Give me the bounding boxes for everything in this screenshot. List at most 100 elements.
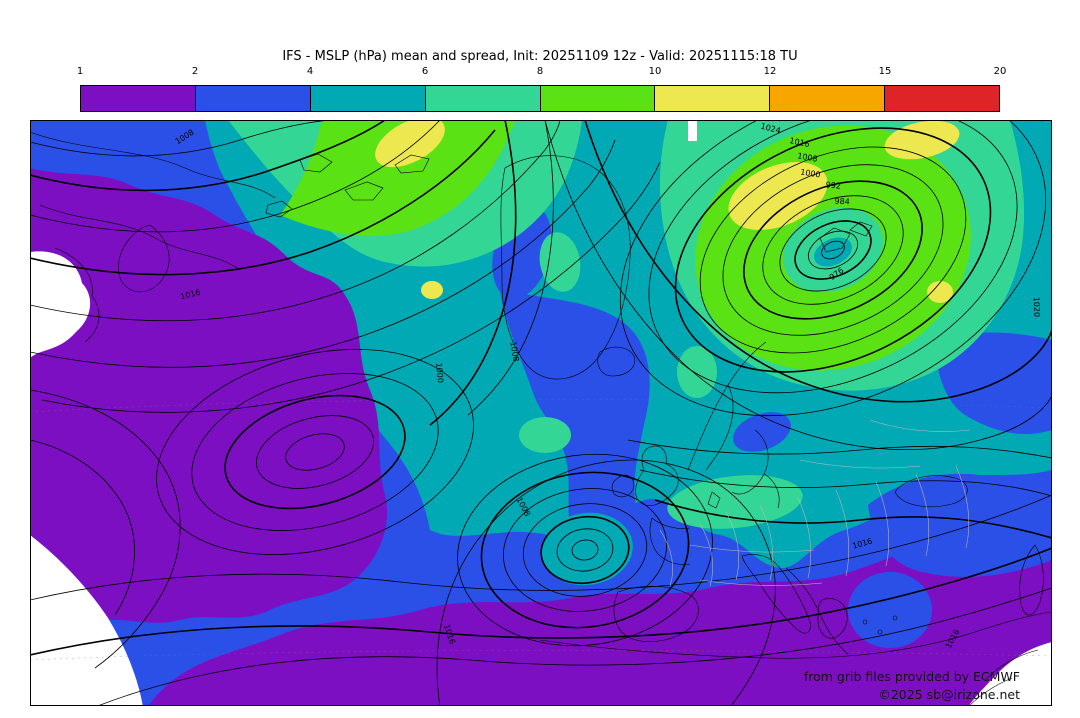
graticule-layer xyxy=(30,399,1052,661)
contour-line xyxy=(30,120,561,322)
map-white-artifact xyxy=(688,120,697,141)
colorbar-segment-6-8 xyxy=(425,86,541,111)
contour-line xyxy=(502,488,668,612)
contour-value-label: 1008 xyxy=(508,341,520,363)
country-border xyxy=(875,481,890,567)
coastline-island xyxy=(862,619,868,625)
coastline-denmark xyxy=(707,491,721,509)
weather-map: 1008 1016 1000 1008 1008 1016 1024 1016 1008 1000… xyxy=(30,120,1052,706)
coastline-italy xyxy=(741,554,811,634)
coastline-caspian xyxy=(1019,544,1044,616)
spread-fill-teal-cyclone-eye xyxy=(814,237,852,267)
contour-value-label: 1000 xyxy=(434,362,445,383)
coastline-island xyxy=(877,629,883,635)
spread-colorbar xyxy=(80,85,1000,112)
contour-line xyxy=(30,120,386,192)
contour-line xyxy=(429,120,517,426)
coastline-iberia xyxy=(613,585,699,642)
contour-line xyxy=(794,220,872,280)
coastline xyxy=(118,224,170,293)
spread-fill-green-blob xyxy=(667,475,803,529)
coastline-ireland xyxy=(611,474,635,498)
spread-fill-blue-aegean xyxy=(848,572,932,648)
coastline-svalbard xyxy=(849,221,873,237)
spread-fill-yellow-patch xyxy=(927,281,953,303)
coastline-iceland xyxy=(597,346,636,377)
contour-line xyxy=(743,180,923,320)
colorbar-tick-label: 8 xyxy=(536,66,544,77)
contour-line xyxy=(807,230,859,270)
coastline-black-sea xyxy=(894,475,968,507)
colorbar-tick-label: 20 xyxy=(993,66,1007,77)
spread-fill-white-west xyxy=(30,251,91,358)
contour-line xyxy=(779,208,887,292)
spread-fill-blue-blacksea-band xyxy=(868,473,1052,577)
map-border xyxy=(30,120,1052,706)
contour-line xyxy=(674,127,992,373)
contour-line xyxy=(571,539,599,561)
coastline xyxy=(54,247,100,343)
graticule-line xyxy=(30,650,1052,661)
contour-line xyxy=(480,471,690,629)
contour-line xyxy=(191,373,439,531)
coastline-france xyxy=(649,517,691,565)
country-borders-layer xyxy=(659,419,971,587)
coastline-norway xyxy=(687,341,767,471)
spread-fill-yellow-patch xyxy=(884,120,960,160)
contour-line xyxy=(639,469,1052,497)
country-border xyxy=(797,497,812,579)
coastline-balkans xyxy=(785,567,849,655)
colorbar-tick-label: 12 xyxy=(763,66,777,77)
colorbar-segment-1-2 xyxy=(81,86,196,111)
contour-line xyxy=(285,433,345,471)
colorbar-segment-4-6 xyxy=(310,86,426,111)
country-border xyxy=(659,529,673,587)
contour-line xyxy=(224,394,406,510)
colorbar-segment-8-10 xyxy=(540,86,656,111)
contour-line xyxy=(30,139,616,368)
spread-fill-blue-scandinavia xyxy=(733,412,791,452)
country-border xyxy=(799,459,921,469)
country-border xyxy=(915,473,930,557)
spread-fill-green-blob xyxy=(677,346,717,398)
graticule-line xyxy=(30,399,1052,413)
contour-line xyxy=(648,120,1018,394)
coastline xyxy=(39,204,241,271)
colorbar-tick-label: 6 xyxy=(421,66,429,77)
contour-value-label: 1020 xyxy=(1032,297,1042,318)
coastline xyxy=(30,131,276,199)
contour-line xyxy=(436,459,776,706)
coastline-uk xyxy=(635,445,679,506)
country-border xyxy=(759,504,774,581)
contour-value-label: 992 xyxy=(825,180,841,191)
contour-line xyxy=(556,528,614,572)
spread-fill-purple-south xyxy=(148,515,1052,706)
coastline-greenland xyxy=(500,155,631,380)
country-border xyxy=(689,544,815,553)
contour-value-label: 1008 xyxy=(797,151,819,163)
contour-line xyxy=(540,515,630,585)
spread-fill-blue-tongue xyxy=(500,290,650,576)
contour-line xyxy=(255,415,375,489)
contour-line xyxy=(544,120,1052,451)
colorbar-segment-10-12 xyxy=(655,86,771,111)
spread-fill-green-blob xyxy=(539,232,581,292)
spread-fill-layer xyxy=(30,120,1052,706)
coastline xyxy=(265,200,293,218)
spread-fill-yellow-patch xyxy=(375,120,445,168)
spread-fill-yellow-patch xyxy=(421,281,443,299)
colorbar-tick-label: 2 xyxy=(191,66,199,77)
country-border xyxy=(699,579,823,586)
contour-line xyxy=(457,453,713,647)
spread-fill-white-southwest xyxy=(30,535,143,706)
contour-line xyxy=(30,547,1052,656)
coastline-greece xyxy=(817,598,848,639)
coastline xyxy=(394,154,430,174)
coastline-svalbard xyxy=(819,227,851,253)
contour-line xyxy=(654,499,1052,539)
colorbar-segment-2-4 xyxy=(195,86,311,111)
coastline-north-africa xyxy=(539,611,1052,659)
contour-line xyxy=(619,120,1047,417)
colorbar-tick-label: 10 xyxy=(648,66,662,77)
